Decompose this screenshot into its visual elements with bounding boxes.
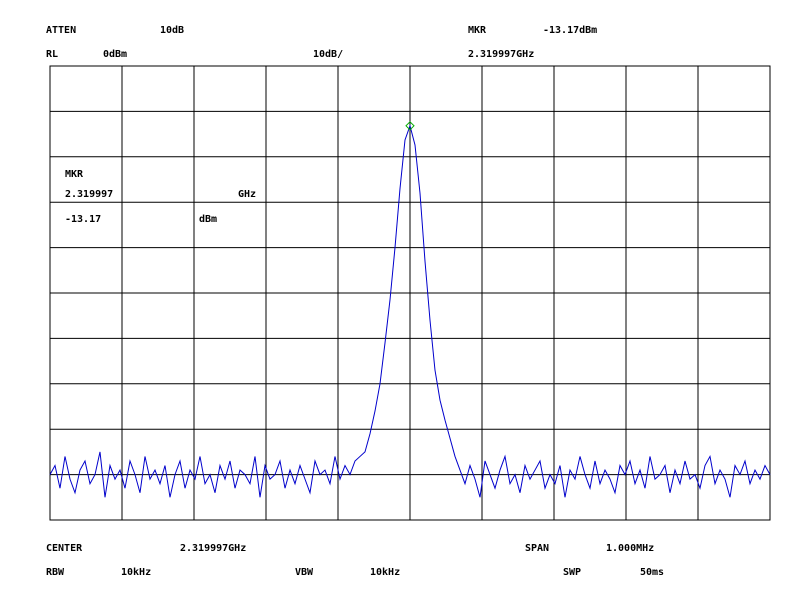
atten-value: 10dB — [160, 25, 184, 36]
marker-value: -13.17dBm — [543, 25, 597, 36]
sweep-label: SWP — [563, 567, 581, 578]
marker-frequency: 2.319997GHz — [468, 49, 534, 60]
scale: 10dB/ — [313, 49, 343, 60]
center-value: 2.319997GHz — [180, 543, 246, 554]
marker-diamond — [405, 121, 415, 131]
trace — [49, 124, 771, 498]
marker-panel-y: -13.17 — [65, 214, 101, 225]
marker-label: MKR — [468, 25, 487, 36]
center-label: CENTER — [46, 543, 83, 554]
marker-panel-y-unit: dBm — [199, 214, 217, 225]
marker-panel-x: 2.319997 — [65, 189, 113, 200]
ref-level-label: RL — [46, 49, 58, 60]
ref-level: 0dBm — [103, 49, 127, 60]
span-label: SPAN — [525, 543, 549, 554]
rbw-value: 10kHz — [121, 567, 151, 578]
rbw-label: RBW — [46, 567, 65, 578]
sweep-value: 50ms — [640, 567, 664, 578]
vbw-label: VBW — [295, 567, 314, 578]
atten-label: ATTEN — [46, 25, 76, 36]
span-value: 1.000MHz — [606, 543, 654, 554]
vbw-value: 10kHz — [370, 567, 400, 578]
marker-panel-label: MKR — [65, 169, 84, 180]
marker-panel-x-unit: GHz — [238, 189, 256, 200]
